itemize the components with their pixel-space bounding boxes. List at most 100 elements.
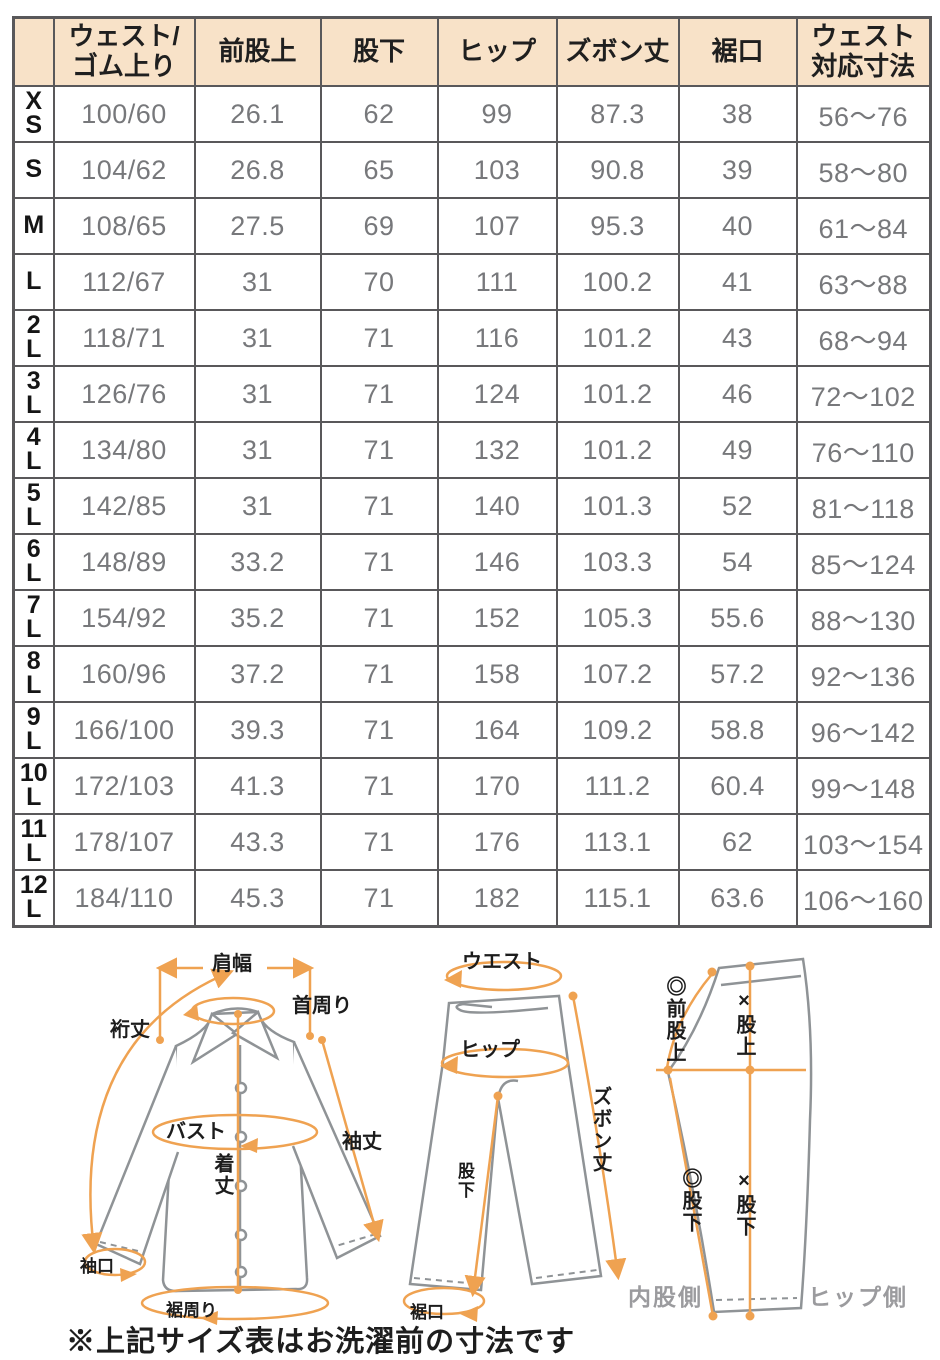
inseam-label: 股下 <box>455 1162 474 1200</box>
measurement-cell: 132 <box>436 421 558 479</box>
measurement-cell: 62 <box>677 813 798 871</box>
measurement-cell: 87.3 <box>555 85 680 143</box>
measurement-cell: 71 <box>319 757 439 815</box>
hip-label: ヒップ <box>460 1039 520 1061</box>
hip-side-label: ヒップ側 <box>808 1284 908 1310</box>
measurement-cell: 178/107 <box>52 813 196 871</box>
measurement-cell: 57.2 <box>677 645 798 703</box>
measurement-cell: 62 <box>319 85 439 143</box>
measurement-cell: 76〜110 <box>795 421 932 479</box>
column-header: ウェスト/ ゴム上り <box>52 16 196 87</box>
table-row: 7 L 154/92 35.2 71 152 105.3 55.6 88〜130 <box>12 589 932 647</box>
column-header: ウェスト 対応寸法 <box>795 16 932 87</box>
table-row: 6 L 148/89 33.2 71 146 103.3 54 85〜124 <box>12 533 932 591</box>
measurement-cell: 70 <box>319 253 439 311</box>
measurement-cell: 170 <box>436 757 558 815</box>
size-label: M <box>12 197 55 255</box>
size-label: 2 L <box>12 309 55 367</box>
bust-label: バスト <box>166 1121 226 1143</box>
size-label: L <box>12 253 55 311</box>
hem-opening-label: 裾口 <box>410 1303 444 1322</box>
measurement-cell: 71 <box>319 477 439 535</box>
measurement-cell: 45.3 <box>193 869 322 928</box>
measurement-cell: 115.1 <box>555 869 680 928</box>
pants-side-outline <box>666 957 813 1314</box>
measurement-cell: 31 <box>193 477 322 535</box>
measurement-cell: 152 <box>436 589 558 647</box>
table-row: L 112/67 31 70 111 100.2 41 63〜88 <box>12 253 932 311</box>
measurement-diagram: 肩幅 首周り 裄丈 バスト 袖丈 着丈 袖口 裾周り ウエスト ヒップ ズボン丈… <box>0 950 940 1360</box>
measurement-cell: 56〜76 <box>795 85 932 143</box>
inner-side-label: 内股側 <box>628 1284 703 1310</box>
measurement-cell: 166/100 <box>52 701 196 759</box>
column-header: ズボン丈 <box>555 16 680 87</box>
measurement-cell: 99 <box>436 85 558 143</box>
measurement-cell: 134/80 <box>52 421 196 479</box>
measurement-cell: 140 <box>436 477 558 535</box>
measurement-cell: 112/67 <box>52 253 196 311</box>
size-label: 9 L <box>12 701 55 759</box>
measurement-cell: 124 <box>436 365 558 423</box>
measurement-cell: 71 <box>319 421 439 479</box>
inseam-a-label: ◎股下 <box>679 1168 701 1234</box>
measurement-cell: 38 <box>677 85 798 143</box>
measurement-cell: 100/60 <box>52 85 196 143</box>
measurement-cell: 69 <box>319 197 439 255</box>
measurement-cell: 43 <box>677 309 798 367</box>
measurement-cell: 106〜160 <box>795 869 932 928</box>
measurement-cell: 126/76 <box>52 365 196 423</box>
measurement-cell: 58.8 <box>677 701 798 759</box>
measurement-cell: 100.2 <box>555 253 680 311</box>
measurement-cell: 116 <box>436 309 558 367</box>
measurement-cell: 58〜80 <box>795 141 932 199</box>
sleeve-length-label: 袖丈 <box>342 1131 382 1153</box>
measurement-cell: 160/96 <box>52 645 196 703</box>
measurement-cell: 35.2 <box>193 589 322 647</box>
table-row: S 104/62 26.8 65 103 90.8 39 58〜80 <box>12 141 932 199</box>
measurement-cell: 107 <box>436 197 558 255</box>
measurement-cell: 107.2 <box>555 645 680 703</box>
size-label: 8 L <box>12 645 55 703</box>
measurement-cell: 103 <box>436 141 558 199</box>
laundry-note: ※上記サイズ表はお洗濯前の寸法です <box>66 1326 576 1358</box>
size-label: 4 L <box>12 421 55 479</box>
measurement-cell: 26.1 <box>193 85 322 143</box>
size-chart-table: ウェスト/ ゴム上り 前股上 股下 ヒップ ズボン丈 裾口 ウェスト 対応寸法 X S 100… <box>12 16 932 928</box>
measurement-cell: 176 <box>436 813 558 871</box>
measurement-cell: 71 <box>319 309 439 367</box>
cuff-label: 袖口 <box>80 1257 114 1276</box>
pants-front-outline <box>408 994 603 1292</box>
body-length-label: 着丈 <box>211 1153 233 1197</box>
hem-around-label: 裾周り <box>166 1301 217 1320</box>
measurement-cell: 63.6 <box>677 869 798 928</box>
measurement-cell: 172/103 <box>52 757 196 815</box>
diagram-line-art <box>81 957 813 1325</box>
measurement-cell: 105.3 <box>555 589 680 647</box>
measurement-cell: 41 <box>677 253 798 311</box>
pants-length-label: ズボン丈 <box>589 1086 611 1174</box>
measurement-cell: 184/110 <box>52 869 196 928</box>
measurement-cell: 103〜154 <box>795 813 932 871</box>
table-row: 10 L 172/103 41.3 71 170 111.2 60.4 99〜148 <box>12 757 932 815</box>
measurement-cell: 146 <box>436 533 558 591</box>
measurement-cell: 111.2 <box>555 757 680 815</box>
measurement-cell: 33.2 <box>193 533 322 591</box>
measurement-cell: 101.3 <box>555 477 680 535</box>
measurement-cell: 37.2 <box>193 645 322 703</box>
table-row: 8 L 160/96 37.2 71 158 107.2 57.2 92〜136 <box>12 645 932 703</box>
measurement-cell: 103.3 <box>555 533 680 591</box>
measurement-cell: 60.4 <box>677 757 798 815</box>
table-row: 2 L 118/71 31 71 116 101.2 43 68〜94 <box>12 309 932 367</box>
front-rise-label: ◎前股上 <box>663 976 685 1064</box>
yuki-length-label: 裄丈 <box>110 1019 150 1041</box>
size-label: 7 L <box>12 589 55 647</box>
measurement-cell: 26.8 <box>193 141 322 199</box>
shoulder-width-label: 肩幅 <box>212 953 252 975</box>
measurement-cell: 43.3 <box>193 813 322 871</box>
measurement-cell: 71 <box>319 589 439 647</box>
measurement-cell: 39 <box>677 141 798 199</box>
size-label: 12 L <box>12 869 55 928</box>
size-label: 6 L <box>12 533 55 591</box>
measurement-cell: 27.5 <box>193 197 322 255</box>
measurement-cell: 71 <box>319 645 439 703</box>
